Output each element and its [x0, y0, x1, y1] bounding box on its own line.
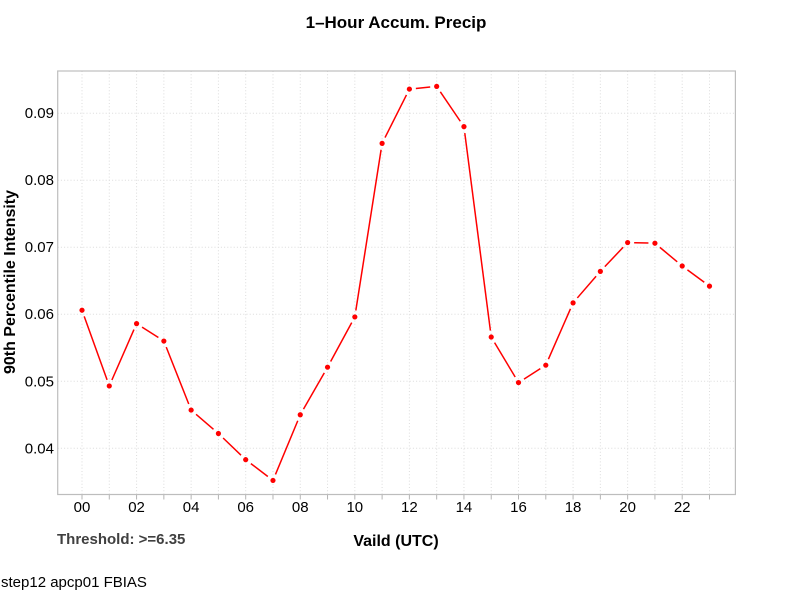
line-segment: [329, 322, 353, 362]
line-segment: [195, 413, 214, 430]
x-tick-label: 22: [674, 499, 691, 516]
line-segment: [659, 246, 678, 263]
y-tick-label: 0.05: [25, 373, 54, 390]
line-segment: [274, 420, 299, 475]
data-point: [297, 412, 303, 418]
data-point: [106, 383, 112, 389]
data-point: [79, 307, 85, 313]
line-segment: [83, 316, 108, 381]
line-segment: [576, 275, 597, 299]
x-tick-label: 16: [510, 499, 527, 516]
x-tick-label: 04: [183, 499, 200, 516]
line-segment: [439, 91, 461, 122]
data-point: [434, 83, 440, 90]
data-point: [597, 268, 603, 274]
line-segment: [547, 308, 572, 360]
data-point: [461, 124, 467, 130]
data-point: [706, 283, 713, 289]
data-point: [161, 338, 167, 344]
data-point: [379, 140, 385, 146]
x-tick-label: 10: [346, 499, 363, 516]
line-segment: [302, 372, 325, 410]
y-tick-label: 0.07: [25, 239, 54, 256]
x-tick-label: 00: [74, 499, 91, 516]
line-segment: [222, 437, 242, 456]
line-segment: [493, 342, 516, 378]
data-point: [352, 314, 358, 320]
x-tick-label: 08: [292, 499, 309, 516]
chart-title: 1–Hour Accum. Precip: [305, 13, 487, 32]
line-segment: [355, 149, 382, 311]
data-point: [270, 477, 276, 484]
x-tick-label: 12: [401, 499, 418, 516]
line-segment: [464, 132, 492, 331]
y-tick-label: 0.06: [25, 306, 54, 323]
footer-label: step12 apcp01 FBIAS: [1, 574, 147, 591]
y-tick-label: 0.09: [25, 105, 54, 122]
x-tick-label: 06: [237, 499, 254, 516]
line-segment: [604, 246, 624, 268]
line-segment: [384, 94, 408, 138]
data-point: [488, 334, 494, 340]
x-tick-label: 18: [565, 499, 582, 516]
data-point: [570, 300, 576, 306]
data-point: [543, 362, 549, 368]
line-segment: [165, 346, 190, 405]
x-axis-title: Vaild (UTC): [353, 533, 439, 550]
data-point: [679, 263, 685, 269]
data-point: [133, 321, 140, 327]
line-segment: [415, 86, 431, 90]
x-tick-label: 02: [128, 499, 145, 516]
data-point: [188, 407, 194, 413]
data-point: [215, 430, 222, 437]
threshold-label: Threshold: >=6.35: [57, 531, 186, 548]
data-point: [406, 86, 412, 92]
data-point: [243, 457, 249, 463]
line-segment: [686, 269, 705, 283]
x-tick-label: 14: [456, 499, 473, 516]
line-segment: [111, 329, 135, 381]
line-segment: [250, 462, 269, 478]
data-point: [625, 239, 631, 246]
y-tick-label: 0.08: [25, 172, 54, 189]
line-segment: [523, 368, 541, 380]
line-segment: [141, 326, 159, 339]
y-tick-label: 0.04: [25, 440, 54, 457]
x-tick-label: 20: [619, 499, 636, 516]
plot-border: [57, 70, 737, 496]
data-point: [515, 379, 522, 386]
data-point: [652, 240, 658, 246]
data-point: [324, 364, 331, 370]
